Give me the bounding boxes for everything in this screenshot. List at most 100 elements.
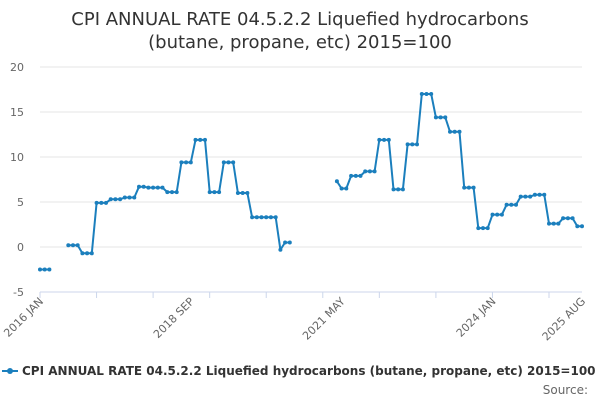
data-point[interactable] [575, 224, 580, 229]
data-point[interactable] [490, 212, 495, 217]
data-point[interactable] [485, 226, 490, 231]
data-point[interactable] [212, 190, 217, 195]
data-point[interactable] [551, 221, 556, 226]
data-point[interactable] [108, 197, 113, 202]
data-point[interactable] [259, 215, 264, 220]
data-point[interactable] [151, 185, 156, 190]
data-point[interactable] [137, 184, 141, 189]
data-point[interactable] [278, 247, 283, 252]
data-point[interactable] [240, 191, 245, 195]
data-point[interactable] [141, 184, 146, 189]
data-point[interactable] [580, 224, 584, 229]
data-point[interactable] [118, 197, 123, 202]
data-point[interactable] [146, 185, 151, 190]
data-point[interactable] [570, 216, 575, 221]
data-point[interactable] [528, 194, 533, 199]
data-point[interactable] [363, 169, 368, 174]
data-point[interactable] [75, 243, 80, 248]
data-point[interactable] [561, 216, 566, 221]
data-point[interactable] [42, 267, 47, 272]
data-point[interactable] [203, 137, 207, 142]
data-point[interactable] [471, 185, 476, 190]
data-point[interactable] [438, 115, 443, 120]
data-point[interactable] [466, 185, 471, 190]
data-point[interactable] [160, 185, 165, 190]
data-point[interactable] [405, 142, 410, 147]
data-point[interactable] [495, 212, 500, 217]
data-point[interactable] [424, 92, 429, 96]
data-point[interactable] [104, 200, 108, 205]
data-point[interactable] [353, 173, 358, 178]
data-point[interactable] [448, 129, 452, 134]
data-point[interactable] [80, 251, 85, 256]
data-point[interactable] [377, 137, 382, 142]
data-point[interactable] [226, 160, 231, 165]
data-point[interactable] [429, 92, 434, 96]
data-point[interactable] [509, 202, 514, 207]
data-point[interactable] [419, 92, 424, 96]
data-point[interactable] [66, 243, 71, 248]
data-point[interactable] [268, 215, 273, 220]
data-point[interactable] [565, 216, 570, 221]
data-point[interactable] [339, 186, 344, 191]
data-point[interactable] [132, 195, 137, 200]
data-point[interactable] [504, 202, 509, 207]
data-point[interactable] [514, 202, 518, 207]
data-point[interactable] [250, 215, 255, 220]
data-point[interactable] [264, 215, 269, 220]
data-point[interactable] [386, 137, 391, 142]
data-point[interactable] [358, 173, 363, 178]
data-point[interactable] [372, 169, 377, 174]
data-point[interactable] [38, 267, 42, 272]
data-point[interactable] [287, 240, 292, 245]
data-point[interactable] [165, 190, 170, 195]
data-point[interactable] [89, 251, 94, 256]
legend[interactable]: CPI ANNUAL RATE 04.5.2.2 Liquefied hydro… [0, 363, 596, 379]
data-point[interactable] [349, 173, 354, 178]
data-point[interactable] [273, 215, 278, 220]
data-point[interactable] [499, 212, 504, 217]
data-point[interactable] [462, 185, 467, 190]
data-point[interactable] [122, 195, 127, 200]
data-point[interactable] [367, 169, 372, 174]
data-point[interactable] [542, 192, 547, 197]
data-point[interactable] [198, 137, 203, 142]
data-point[interactable] [188, 160, 193, 165]
data-point[interactable] [207, 190, 212, 195]
data-point[interactable] [391, 187, 396, 192]
data-point[interactable] [193, 137, 198, 142]
data-point[interactable] [481, 226, 485, 231]
data-point[interactable] [452, 129, 457, 134]
data-point[interactable] [457, 129, 462, 134]
data-point[interactable] [410, 142, 415, 147]
data-point[interactable] [174, 190, 179, 195]
data-point[interactable] [235, 191, 240, 195]
data-point[interactable] [344, 186, 349, 191]
data-point[interactable] [85, 251, 90, 256]
data-point[interactable] [155, 185, 160, 190]
data-point[interactable] [396, 187, 401, 192]
data-point[interactable] [283, 240, 288, 245]
data-point[interactable] [518, 194, 523, 199]
data-point[interactable] [443, 115, 448, 120]
data-point[interactable] [221, 160, 226, 165]
data-point[interactable] [382, 137, 387, 142]
data-point[interactable] [71, 243, 75, 248]
data-point[interactable] [127, 195, 132, 200]
data-point[interactable] [99, 200, 104, 205]
data-point[interactable] [94, 200, 99, 205]
data-point[interactable] [415, 142, 419, 147]
data-point[interactable] [179, 160, 184, 165]
data-point[interactable] [476, 226, 481, 231]
data-point[interactable] [523, 194, 528, 199]
data-point[interactable] [433, 115, 438, 120]
data-point[interactable] [400, 187, 405, 192]
data-point[interactable] [231, 160, 236, 165]
data-point[interactable] [334, 179, 339, 184]
data-point[interactable] [254, 215, 259, 220]
data-point[interactable] [547, 221, 551, 226]
data-point[interactable] [217, 190, 222, 195]
data-point[interactable] [113, 197, 118, 202]
data-point[interactable] [532, 192, 537, 197]
data-point[interactable] [170, 190, 174, 195]
